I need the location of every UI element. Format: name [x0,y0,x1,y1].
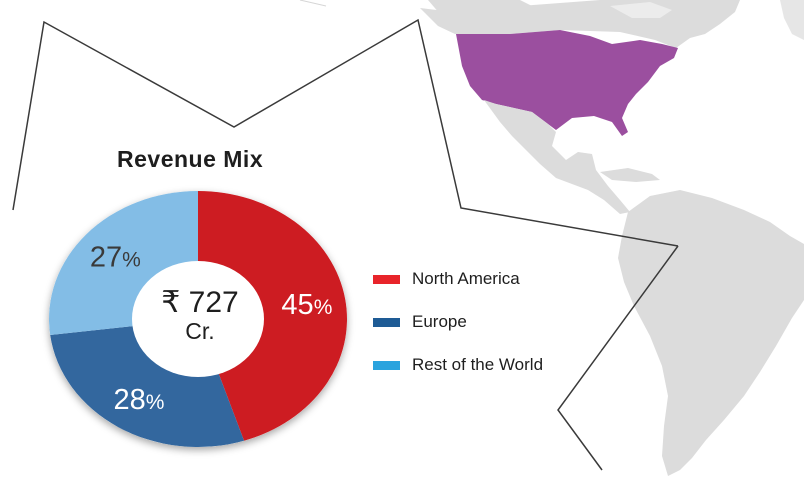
legend-label: Europe [412,312,467,331]
legend-label: North America [412,269,520,288]
legend-label: Rest of the World [412,355,544,374]
center-total-value: ₹ 727 [161,286,239,319]
center-total: ₹ 727 Cr. [130,288,270,343]
donut-hole [132,261,264,377]
frame-top-faint [299,0,327,7]
donut-chart: 45% 28% 27% [48,191,347,447]
legend-item-rest-of-world: Rest of the World [373,354,543,376]
world-map [420,0,804,476]
south-america-landmass [618,190,804,476]
pie-data-label-europe: 28% [113,384,164,416]
chart-title: Revenue Mix [117,146,264,172]
frame-zigzag-top [12,18,679,247]
center-total-unit: Cr. [185,318,215,344]
pie-slice-north-america [198,191,347,441]
chart-legend: North America Europe Rest of the World [373,268,543,397]
frame-decoration [12,0,679,471]
europe-edge-landmass [780,0,804,40]
usa-landmass [456,30,678,136]
canada-islands [610,2,672,18]
caribbean-islands [600,168,660,182]
legend-swatch [373,360,400,370]
legend-swatch [373,274,400,284]
pie-data-label-north-america: 45% [281,289,332,321]
frame-zigzag-bottom [557,245,679,471]
legend-item-europe: Europe [373,311,543,333]
mexico-central-america-landmass [484,100,630,214]
legend-item-north-america: North America [373,268,543,290]
legend-swatch [373,317,400,327]
pie-data-label-rest-of-the-world: 27% [90,241,141,273]
